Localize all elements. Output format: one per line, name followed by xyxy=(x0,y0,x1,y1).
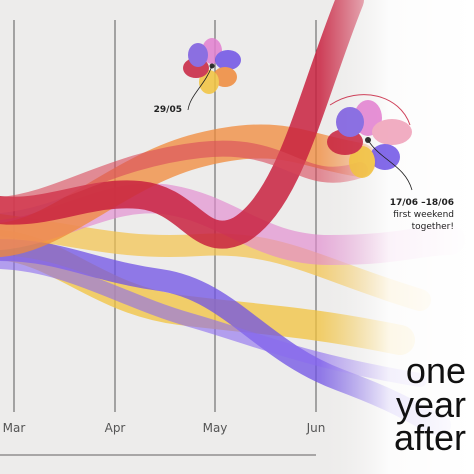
annotation-text: first weekend xyxy=(393,210,454,220)
annotation-text: together! xyxy=(412,222,454,232)
annotation-date: 17/06 –18/06 xyxy=(390,198,454,208)
title-line: after xyxy=(394,417,466,458)
fade xyxy=(320,0,474,474)
month-label: May xyxy=(203,421,228,435)
title-line: year xyxy=(396,384,466,425)
flower xyxy=(183,38,241,94)
annotation-date: 29/05 xyxy=(154,105,182,115)
month-label: Mar xyxy=(3,421,26,435)
leader xyxy=(187,65,213,111)
title-line: one xyxy=(406,350,466,391)
leader xyxy=(367,139,413,191)
month-label: Apr xyxy=(105,421,126,435)
month-label: Jun xyxy=(306,421,326,435)
